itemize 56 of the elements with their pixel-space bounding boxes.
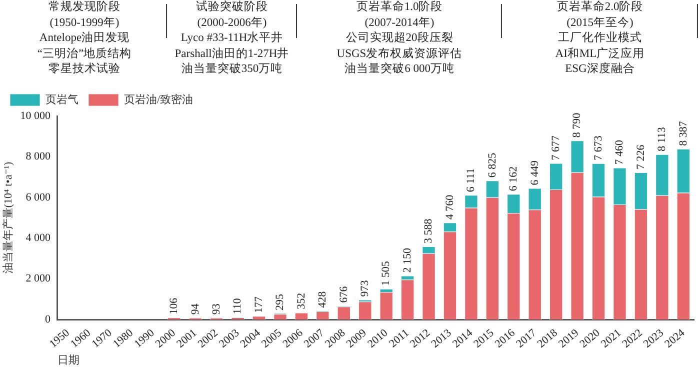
total-label: 7 226: [634, 144, 647, 170]
total-label: 6 111: [465, 168, 478, 192]
total-label: 106: [168, 297, 180, 314]
total-label: 3 588: [422, 218, 435, 244]
total-label: 295: [274, 294, 286, 311]
total-label: 7 673: [592, 135, 604, 160]
text: “三明治”地质结构: [37, 48, 132, 60]
total-label: 8 790: [571, 112, 584, 138]
text: 常规发现阶段: [48, 1, 120, 13]
text: ESG深度融合: [565, 63, 635, 75]
total-label: 428: [316, 290, 329, 308]
legend-label: 页岩油/致密油: [124, 92, 194, 106]
text: 零星技术试验: [48, 63, 120, 75]
y-axis-title: 油当量年产量(10⁴ t•a⁻¹): [1, 162, 14, 274]
text: (2015年至今): [566, 16, 634, 28]
text: 页岩革命2.0阶段: [556, 1, 644, 13]
total-label: 7 677: [550, 135, 562, 160]
y-tick-label: 4 000: [26, 232, 51, 244]
text: 工厂化作业模式: [558, 32, 642, 44]
text: Lyco #33-11H水平井: [180, 32, 284, 44]
total-label: 6 449: [528, 160, 541, 186]
text: Antelope油田发现: [39, 32, 130, 44]
text: (2000-2006年): [197, 16, 267, 28]
x-tick-label: 2016: [492, 326, 518, 350]
text: USGS发布权威资源评估: [336, 48, 462, 60]
total-label: 7 460: [614, 139, 626, 165]
y-tick-label: 8 000: [26, 150, 51, 163]
total-label: 177: [252, 296, 265, 313]
text: (1950-1999年): [50, 16, 120, 28]
total-label: 110: [232, 298, 244, 314]
text: 油当量突破6 000万吨: [344, 63, 454, 75]
total-label: 93: [210, 303, 222, 315]
y-tick-label: 10 000: [20, 110, 51, 122]
y-tick-label: 6 000: [26, 191, 51, 204]
y-tick-label: 0: [44, 313, 51, 326]
total-label: 676: [338, 286, 350, 303]
total-label: 352: [295, 292, 308, 310]
total-label: 4 760: [444, 194, 456, 220]
text: 公司实现超20段压裂: [346, 32, 454, 44]
text: 试验突破阶段: [196, 1, 268, 13]
text: 页岩革命1.0阶段: [356, 1, 443, 13]
total-label: 2 150: [401, 248, 414, 273]
legend-label: 页岩气: [46, 92, 78, 106]
text: Parshall油田的1-27H井: [174, 48, 290, 60]
text: AI和ML广泛应用: [555, 48, 645, 60]
total-label: 8 113: [656, 126, 668, 152]
y-tick-label: 2 000: [26, 272, 51, 285]
text: 油当量突破350万吨: [181, 63, 283, 75]
total-label: 1 505: [380, 260, 392, 286]
total-label: 973: [359, 280, 372, 297]
text: (2007-2014年): [364, 16, 434, 28]
total-label: 6 162: [508, 166, 520, 192]
total-label: 6 825: [486, 152, 498, 178]
x-axis-title: 日期: [57, 354, 80, 366]
total-label: 8 387: [677, 120, 690, 146]
total-label: 94: [189, 303, 202, 315]
